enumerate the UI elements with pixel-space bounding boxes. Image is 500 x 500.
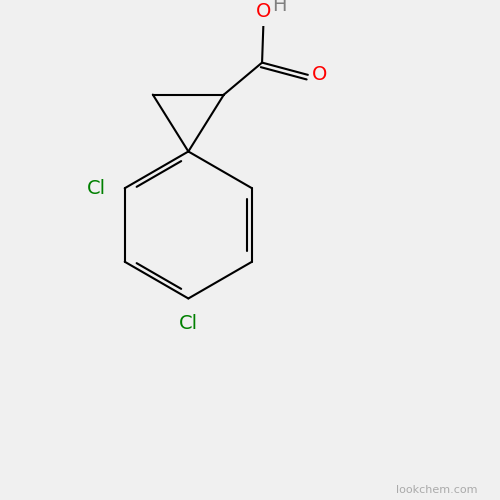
Text: Cl: Cl <box>86 178 106 198</box>
Text: lookchem.com: lookchem.com <box>396 486 477 496</box>
Text: O: O <box>256 2 272 21</box>
Text: H: H <box>272 0 286 15</box>
Text: Cl: Cl <box>179 314 198 333</box>
Text: O: O <box>312 66 328 84</box>
